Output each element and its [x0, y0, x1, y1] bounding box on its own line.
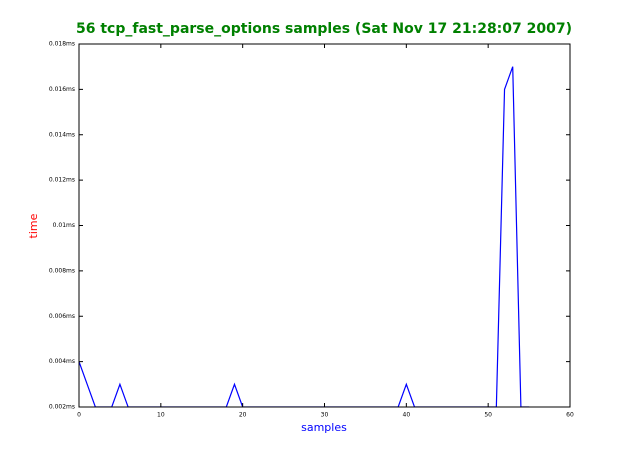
plot-area — [79, 66, 530, 407]
y-tick-label: 0.016ms — [49, 86, 75, 93]
y-tick-label: 0.01ms — [53, 222, 75, 229]
chart-title: 56 tcp_fast_parse_options samples (Sat N… — [76, 21, 572, 37]
x-tick-label: 0 — [77, 412, 81, 419]
data-line — [79, 66, 530, 407]
axes: 0 10 20 30 40 50 60 0.002ms 0.004ms 0.006ms 0.008m… — [49, 41, 574, 419]
plot-frame — [78, 43, 571, 408]
y-tick-label: 0.006ms — [49, 313, 75, 320]
y-tick-label: 0.008ms — [49, 267, 75, 274]
y-tick-label: 0.012ms — [49, 177, 75, 184]
y-tick-label: 0.002ms — [49, 404, 75, 411]
y-tick-label: 0.004ms — [49, 358, 75, 365]
y-tick-label: 0.018ms — [49, 41, 75, 48]
x-tick-label: 40 — [403, 412, 411, 419]
x-tick-label: 30 — [321, 412, 329, 419]
y-axis-label: time — [27, 213, 40, 238]
y-tick-label: 0.014ms — [49, 131, 75, 138]
x-tick-label: 50 — [484, 412, 492, 419]
x-tick-label: 10 — [157, 412, 165, 419]
x-axis-label: samples — [301, 421, 347, 434]
x-tick-label: 60 — [566, 412, 574, 419]
x-tick-label: 20 — [239, 412, 247, 419]
